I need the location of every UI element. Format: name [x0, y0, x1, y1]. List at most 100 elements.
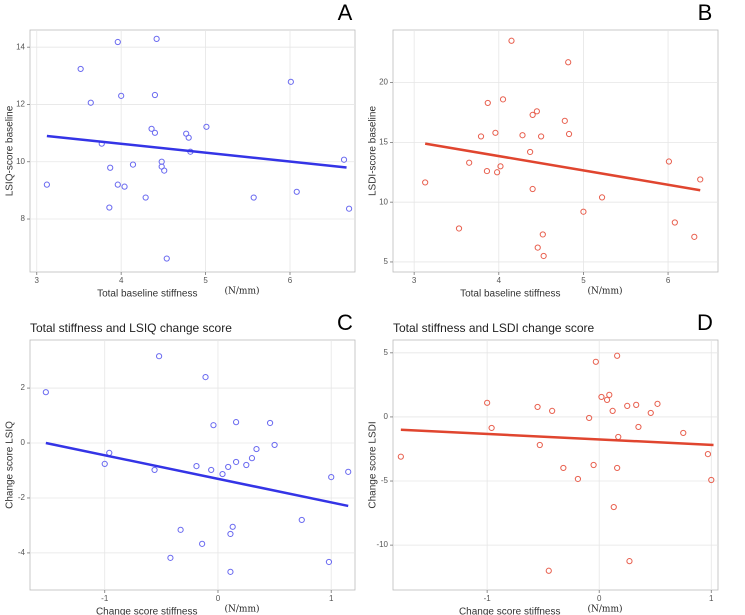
- point: [208, 466, 215, 474]
- point: [101, 460, 108, 468]
- point: [298, 516, 305, 524]
- y-tick-label: 2: [21, 383, 26, 392]
- point: [477, 133, 485, 140]
- point: [499, 96, 507, 103]
- point: [229, 523, 236, 530]
- x-tick-label: 4: [119, 276, 124, 285]
- y-tick-label: 10: [379, 197, 388, 206]
- x-axis-label: Total baseline stiffness: [97, 289, 197, 300]
- point: [42, 389, 49, 396]
- panel-label: B: [698, 0, 713, 25]
- y-axis-label: Change score LSDI: [368, 421, 379, 508]
- point: [609, 407, 616, 414]
- point: [287, 78, 294, 85]
- x-tick-label: 1: [329, 594, 334, 603]
- point: [484, 399, 491, 406]
- point: [545, 567, 552, 574]
- point: [345, 205, 353, 212]
- point: [151, 91, 159, 99]
- point: [106, 204, 113, 211]
- point: [210, 422, 217, 429]
- plot-area: [392, 339, 719, 591]
- point: [654, 400, 661, 407]
- point: [680, 429, 687, 437]
- point: [533, 108, 540, 115]
- point: [483, 167, 491, 175]
- point: [635, 423, 642, 431]
- point: [624, 402, 631, 409]
- point: [232, 458, 240, 466]
- point: [691, 233, 698, 240]
- point: [193, 462, 200, 470]
- point: [161, 167, 168, 174]
- point: [488, 424, 495, 432]
- point: [118, 92, 125, 99]
- y-axis-label: LSDI-score baseline: [368, 106, 379, 196]
- point: [225, 463, 232, 471]
- point: [560, 464, 567, 472]
- point: [199, 540, 206, 547]
- point: [704, 451, 712, 458]
- point: [177, 526, 184, 533]
- point: [497, 163, 504, 170]
- point: [633, 401, 640, 408]
- point: [565, 130, 573, 138]
- y-tick-label: 14: [16, 42, 25, 51]
- point: [466, 159, 473, 166]
- point: [492, 129, 499, 136]
- point: [614, 352, 621, 359]
- point: [603, 396, 611, 403]
- point: [227, 530, 234, 538]
- point: [253, 445, 260, 453]
- point: [114, 38, 121, 46]
- panel: 3 4 5 6 8 10 12 14 Total baseline stiffness (N/mm…: [5, 0, 356, 300]
- panel-title: Total stiffness and LSDI change score: [393, 321, 595, 335]
- point: [598, 393, 605, 401]
- x-axis-unit: (N/mm): [588, 604, 623, 615]
- point: [508, 37, 515, 44]
- point: [250, 194, 257, 201]
- x-tick-label: 5: [203, 276, 208, 285]
- point: [574, 475, 582, 483]
- point: [614, 464, 621, 472]
- point: [271, 441, 278, 449]
- point: [534, 403, 541, 411]
- point: [266, 419, 274, 427]
- y-axis-label: Change score LSIQ: [5, 421, 16, 509]
- y-tick-label: -10: [376, 540, 388, 549]
- point: [484, 99, 491, 107]
- point: [185, 134, 192, 141]
- panel: 3 4 5 6 5 10 15 20 Total baseline stiffness (N/mm…: [368, 0, 719, 300]
- y-tick-label: -2: [18, 493, 26, 502]
- point: [87, 99, 94, 106]
- point: [529, 111, 536, 118]
- point: [153, 35, 160, 42]
- plot-area: [392, 29, 719, 273]
- panel-label: A: [338, 0, 353, 25]
- point: [519, 132, 526, 139]
- trend-line: [424, 142, 701, 192]
- x-tick-label: 6: [666, 276, 671, 285]
- point: [586, 414, 593, 422]
- y-tick-label: 10: [16, 157, 25, 166]
- point: [422, 179, 429, 186]
- point: [155, 353, 163, 360]
- x-axis-unit: (N/mm): [225, 286, 260, 297]
- point: [325, 558, 333, 566]
- point: [610, 503, 617, 511]
- point: [202, 373, 209, 381]
- point: [534, 244, 541, 251]
- point: [665, 158, 673, 165]
- y-tick-label: -5: [381, 476, 389, 485]
- x-tick-label: 0: [216, 594, 221, 603]
- point: [148, 125, 155, 132]
- point: [328, 473, 335, 481]
- point: [598, 194, 606, 201]
- x-tick-label: -1: [484, 594, 492, 603]
- x-tick-label: 0: [597, 594, 602, 603]
- point: [43, 181, 50, 188]
- point: [549, 407, 556, 414]
- x-axis-unit: (N/mm): [225, 604, 260, 615]
- panel-title: Total stiffness and LSIQ change score: [30, 321, 232, 335]
